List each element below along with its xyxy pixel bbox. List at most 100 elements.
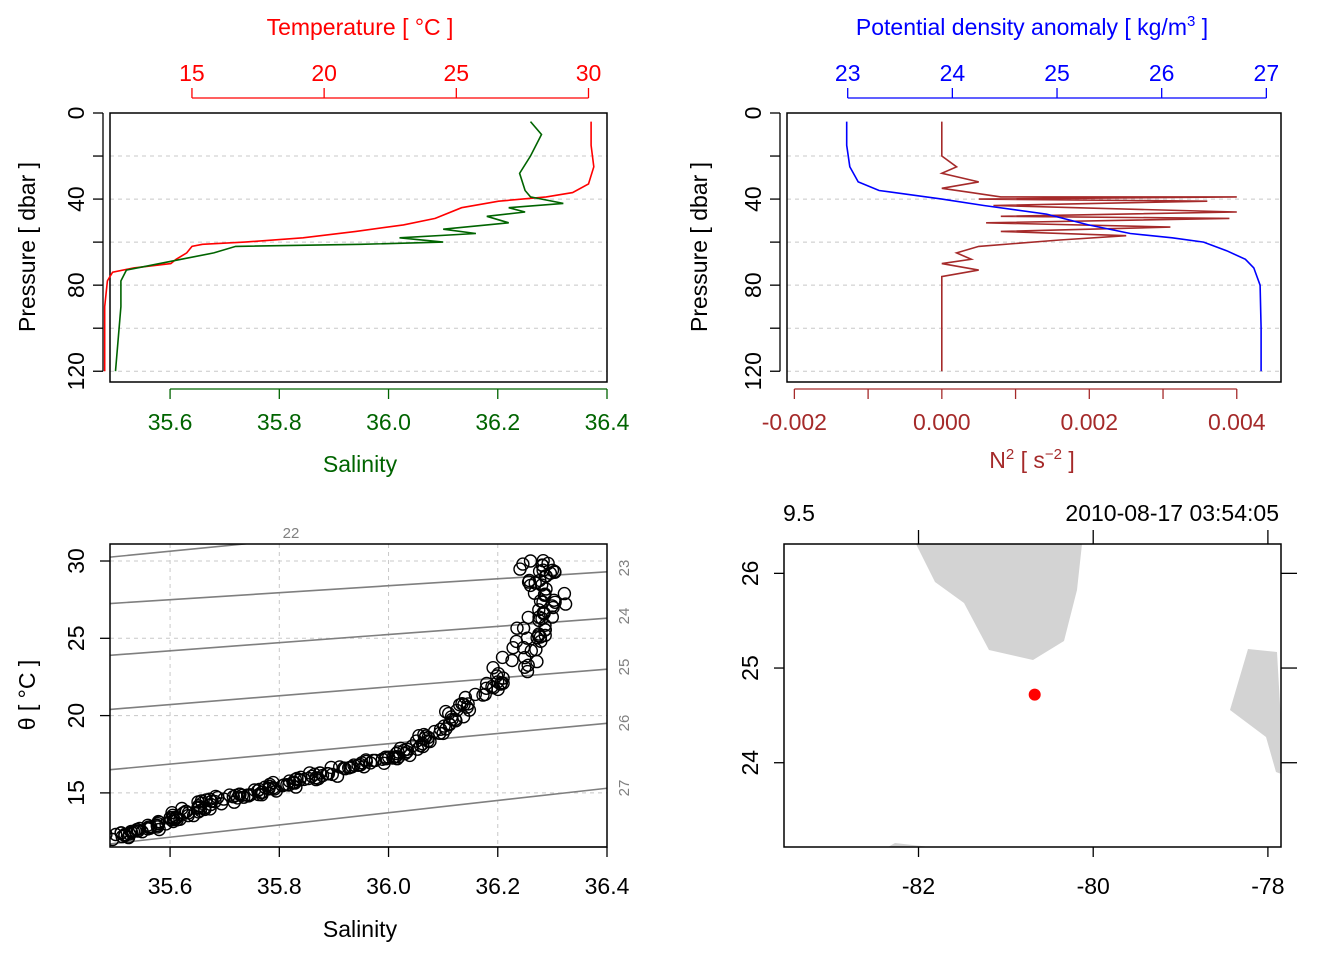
ts-point bbox=[557, 586, 572, 601]
ts-point bbox=[539, 582, 553, 596]
ts-point bbox=[347, 758, 361, 772]
ts-point bbox=[315, 768, 330, 783]
ts-point bbox=[548, 595, 562, 609]
ts-point bbox=[524, 644, 538, 658]
ts-point bbox=[166, 808, 180, 822]
density-tick-label: 26 bbox=[1149, 60, 1175, 86]
ts-point bbox=[480, 676, 494, 691]
ts-point bbox=[175, 801, 189, 816]
n2-tick-label: 0.004 bbox=[1208, 409, 1266, 435]
n2-tick-label: 0.000 bbox=[913, 409, 971, 435]
pressure-tick-label: 120 bbox=[740, 352, 766, 390]
ts-point bbox=[548, 565, 562, 579]
ts-point bbox=[235, 788, 250, 802]
pressure-tick-label: 120 bbox=[63, 352, 89, 390]
ts-point bbox=[357, 760, 371, 774]
salinity-tick-label: 35.6 bbox=[148, 409, 193, 435]
isopycnal-label: 25 bbox=[616, 659, 633, 676]
ts-point bbox=[518, 660, 532, 674]
ts-point bbox=[516, 557, 530, 571]
ts-point bbox=[226, 790, 241, 804]
ts-point bbox=[110, 827, 123, 842]
temperature-axis-title: Temperature [ °C ] bbox=[267, 14, 454, 40]
isopycnal-line bbox=[110, 787, 607, 845]
ts-point bbox=[510, 621, 524, 635]
ts-point bbox=[204, 794, 219, 808]
map-label-datetime: 2010-08-17 03:54:05 bbox=[1065, 500, 1279, 526]
salinity-tick-label: 36.0 bbox=[366, 409, 411, 435]
isopycnal-label: 26 bbox=[616, 715, 633, 732]
longitude-tick-label: -78 bbox=[1251, 873, 1284, 899]
ts-point bbox=[490, 669, 504, 683]
n2-axis-title: N2 [ s−2 ] bbox=[989, 446, 1075, 473]
latitude-tick-label: 25 bbox=[737, 655, 763, 681]
salinity-tick-label: 36.4 bbox=[585, 873, 630, 899]
ts-point bbox=[400, 742, 414, 756]
pressure-axis-title: Pressure [ dbar ] bbox=[686, 162, 712, 332]
ts-point bbox=[391, 745, 405, 759]
ts-point bbox=[478, 687, 492, 702]
longitude-tick-label: -82 bbox=[902, 873, 935, 899]
ts-point bbox=[151, 817, 165, 831]
land-polygon-florida bbox=[916, 544, 1082, 660]
temperature-tick-label: 30 bbox=[576, 60, 602, 86]
temperature-tick-label: 15 bbox=[179, 60, 205, 86]
density-axis-title: Potential density anomaly [ kg/m3 ] bbox=[856, 13, 1208, 40]
ts-point bbox=[282, 778, 296, 792]
salinity-tick-label: 35.8 bbox=[257, 873, 302, 899]
ts-point bbox=[412, 729, 426, 743]
ts-point bbox=[521, 610, 535, 625]
salinity-tick-label: 35.8 bbox=[257, 409, 302, 435]
panel-frame bbox=[783, 543, 1282, 848]
theta-tick-label: 15 bbox=[63, 780, 89, 806]
ts-point bbox=[124, 824, 138, 839]
isopycnal-line bbox=[110, 617, 607, 657]
theta-tick-label: 20 bbox=[63, 703, 89, 729]
ts-point bbox=[442, 706, 456, 721]
station-marker bbox=[1028, 688, 1041, 701]
isopycnal-label: 22 bbox=[283, 525, 300, 542]
ts-point bbox=[545, 599, 559, 613]
ts-point bbox=[455, 697, 469, 711]
density-tick-label: 25 bbox=[1044, 60, 1070, 86]
panel-frame bbox=[109, 112, 608, 383]
density-tick-label: 23 bbox=[835, 60, 861, 86]
ts-point bbox=[558, 597, 573, 611]
latitude-tick-label: 26 bbox=[737, 561, 763, 587]
n2-tick-label: 0.002 bbox=[1061, 409, 1119, 435]
density-tick-label: 27 bbox=[1254, 60, 1280, 86]
isopycnal-line bbox=[110, 722, 607, 771]
ts-point bbox=[521, 658, 535, 672]
ts-point bbox=[486, 661, 500, 675]
ts-point bbox=[506, 641, 520, 655]
density-tick-label: 24 bbox=[940, 60, 966, 86]
ts-point bbox=[458, 690, 473, 705]
ts-point bbox=[536, 558, 550, 573]
isopycnal-label: 23 bbox=[616, 560, 633, 577]
pressure-tick-label: 0 bbox=[740, 107, 766, 120]
ts-point bbox=[110, 829, 113, 840]
pressure-tick-label: 80 bbox=[740, 272, 766, 298]
panel-frame bbox=[109, 543, 608, 848]
ts-point bbox=[495, 650, 510, 665]
density-profile-line bbox=[845, 121, 1262, 372]
pressure-tick-label: 80 bbox=[63, 272, 89, 298]
ts-point bbox=[537, 587, 552, 601]
isopycnal-line bbox=[110, 544, 252, 558]
ts-point bbox=[293, 773, 307, 787]
salinity-tick-label: 36.0 bbox=[366, 873, 411, 899]
salinity-tick-label: 36.4 bbox=[585, 409, 630, 435]
salinity-axis-title: Salinity bbox=[323, 916, 398, 942]
ts-point bbox=[516, 621, 531, 635]
ts-point bbox=[496, 671, 510, 685]
land-polygon-cuba bbox=[888, 843, 930, 847]
ts-point bbox=[461, 697, 475, 711]
ts-point bbox=[208, 789, 223, 804]
pressure-tick-label: 40 bbox=[63, 186, 89, 212]
ts-point bbox=[338, 762, 352, 776]
ts-diagram-panel: 35.6 35.8 36.0 36.2 36.4 15 20 25 30 22 23 24 25 26 2… bbox=[14, 525, 633, 942]
longitude-tick-label: -80 bbox=[1077, 873, 1110, 899]
ts-point bbox=[325, 767, 339, 782]
